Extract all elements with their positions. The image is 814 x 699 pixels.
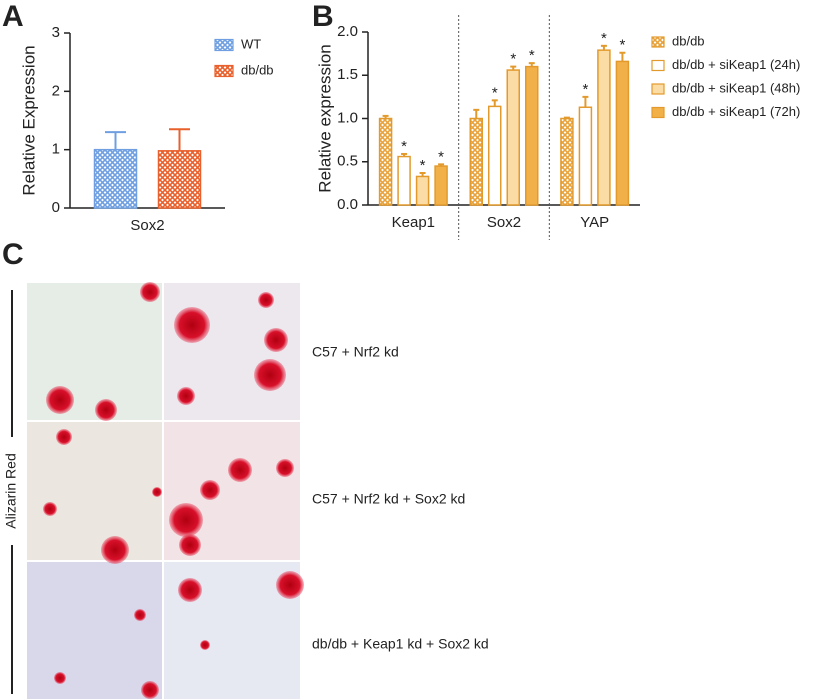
panel-label: C — [2, 238, 24, 271]
row-label: C57 + Nrf2 kd — [312, 344, 399, 360]
bar — [397, 155, 411, 206]
y-tick-label: 3 — [52, 24, 60, 41]
bar — [378, 117, 393, 206]
bar — [525, 65, 539, 206]
significance-mark: * — [529, 47, 535, 64]
significance-mark: * — [601, 30, 607, 47]
image — [27, 562, 162, 699]
legend-label: db/db — [672, 33, 705, 48]
legend-label: db/db + siKeap1 (72h) — [672, 104, 800, 119]
significance-mark: * — [438, 148, 444, 165]
y-tick-label: 2 — [52, 82, 60, 99]
y-tick-label: 1 — [52, 141, 60, 158]
bar — [157, 150, 202, 209]
legend-swatch — [214, 64, 234, 78]
legend-swatch — [214, 38, 234, 52]
image — [27, 422, 162, 560]
row-label: C57 + Nrf2 kd + Sox2 kd — [312, 491, 465, 507]
legend-swatch — [651, 83, 665, 95]
panel-label: B — [312, 0, 334, 33]
significance-mark: * — [619, 37, 625, 54]
stain-label: Alizarin Red — [3, 453, 19, 528]
bar — [506, 69, 520, 206]
micrographs — [27, 282, 304, 699]
y-tick-label: 0.0 — [337, 196, 358, 213]
y-tick-label: 1.0 — [337, 109, 358, 126]
legend-label: db/db + siKeap1 (48h) — [672, 80, 800, 95]
significance-mark: * — [492, 84, 498, 101]
legend-label: WT — [241, 36, 261, 51]
x-tick-label: Sox2 — [487, 214, 521, 231]
bar — [560, 117, 574, 206]
panel-label: A — [2, 0, 24, 33]
bar — [434, 165, 448, 206]
x-tick-label: Sox2 — [130, 217, 164, 234]
y-axis-title: Relative Expression — [19, 45, 38, 195]
bar — [615, 60, 630, 206]
significance-mark: * — [401, 138, 407, 155]
y-tick-label: 1.5 — [337, 66, 358, 83]
bar — [597, 49, 611, 206]
y-tick-label: 0.5 — [337, 153, 358, 170]
bar — [469, 117, 483, 206]
bar — [93, 148, 138, 209]
y-axis-title: Relative expression — [315, 44, 334, 192]
legend-swatch — [651, 36, 665, 48]
bar — [488, 105, 502, 206]
x-tick-label: YAP — [580, 214, 609, 231]
row-label: db/db + Keap1 kd + Sox2 kd — [312, 636, 489, 652]
x-tick-label: Keap1 — [392, 214, 435, 231]
stain — [43, 282, 304, 699]
bar — [415, 175, 430, 206]
legend-swatch — [651, 59, 665, 72]
bar — [578, 106, 593, 206]
y-tick-label: 0 — [52, 199, 60, 216]
significance-mark: * — [510, 51, 516, 68]
significance-mark: * — [582, 81, 588, 98]
legend-label: db/db + siKeap1 (24h) — [672, 57, 800, 72]
significance-mark: * — [420, 157, 426, 174]
legend-swatch — [651, 106, 665, 119]
y-tick-label: 2.0 — [337, 23, 358, 40]
legend-label: db/db — [241, 62, 274, 77]
